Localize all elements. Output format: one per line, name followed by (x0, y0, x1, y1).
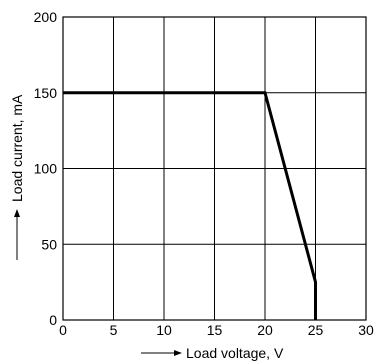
series-layer (63, 91, 317, 320)
x-tick-label: 25 (308, 322, 324, 338)
y-tick-label: 100 (34, 161, 58, 177)
y-tick-label: 150 (34, 85, 58, 101)
y-axis-label: Load current, mA (9, 94, 25, 202)
y-axis-arrow-head (14, 209, 20, 217)
x-tick-label: 30 (358, 322, 374, 338)
y-tick-label: 0 (49, 312, 57, 328)
y-tick-label: 50 (41, 236, 57, 252)
x-tick-labels: 0 5 10 15 20 25 30 (59, 322, 374, 338)
x-tick-label: 5 (110, 322, 118, 338)
x-axis-label-group: Load voltage, V (141, 345, 284, 361)
series-line (63, 91, 317, 320)
x-axis-arrow-head (174, 350, 182, 356)
x-axis-label: Load voltage, V (186, 345, 284, 361)
plot-frame (62, 16, 367, 321)
x-tick-label: 20 (257, 322, 273, 338)
y-tick-labels: 0 50 100 150 200 (34, 9, 58, 328)
y-axis-label-group: Load current, mA (9, 94, 25, 260)
x-tick-label: 10 (156, 322, 172, 338)
y-tick-label: 200 (34, 9, 58, 25)
x-tick-label: 15 (207, 322, 223, 338)
x-tick-label: 0 (59, 322, 67, 338)
grid (62, 16, 367, 321)
